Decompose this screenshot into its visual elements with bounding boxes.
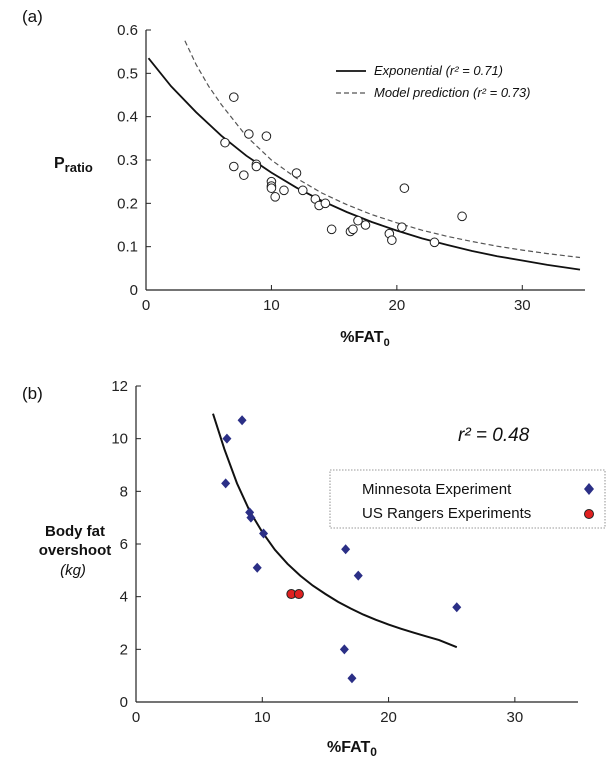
a-y-tick-label: 0.1 xyxy=(117,239,138,256)
data-point xyxy=(320,198,331,209)
a-x-tick-label: 0 xyxy=(142,297,150,314)
svg-text:Model prediction (r² = 0.73): Model prediction (r² = 0.73) xyxy=(374,85,530,100)
data-point xyxy=(229,161,239,172)
minnesota-data-point xyxy=(222,433,232,444)
panel-a-y-axis-label: Pratio xyxy=(54,155,93,175)
a-x-tick-label: 10 xyxy=(263,297,280,314)
minnesota-data-point xyxy=(237,415,247,426)
panel-b-label: (b) xyxy=(22,384,43,403)
data-point xyxy=(297,185,308,196)
panel-a-x-axis-label-sub: 0 xyxy=(384,337,390,349)
minnesota-data-point xyxy=(452,602,462,613)
legend-rangers-marker xyxy=(584,509,594,519)
panel-a-y-axis-label-sub: ratio xyxy=(65,160,93,175)
data-point xyxy=(251,161,262,172)
minnesota-data-point xyxy=(221,478,231,489)
data-point xyxy=(239,170,249,180)
panel-b-x-axis-label: %FAT0 xyxy=(327,739,377,759)
minnesota-data-point xyxy=(259,528,269,539)
data-point xyxy=(399,183,410,193)
data-point xyxy=(220,137,230,148)
b-y-tick-label: 12 xyxy=(111,378,128,395)
b-y-tick-label: 8 xyxy=(120,483,128,500)
panel-b-x-axis-label-main: %FAT xyxy=(327,739,370,756)
data-point xyxy=(270,192,280,202)
data-point xyxy=(397,222,407,232)
data-point xyxy=(387,235,397,245)
panel-b-r2-annotation: r² = 0.48 xyxy=(458,425,530,446)
data-point xyxy=(266,183,277,193)
model-prediction-curve xyxy=(184,40,581,259)
a-y-tick-label: 0.2 xyxy=(117,195,138,212)
minnesota-data-point xyxy=(252,562,262,573)
panel-b: (b) 0 2 4 6 8 10 12 0 10 20 30 Body fat overshoot… xyxy=(22,378,606,759)
data-point xyxy=(429,237,440,248)
legend-minnesota-marker xyxy=(584,483,594,495)
minnesota-data-point xyxy=(347,673,357,684)
b-y-tick-label: 0 xyxy=(120,694,128,711)
a-y-tick-label: 0.6 xyxy=(117,22,138,39)
panel-b-legend: Minnesota Experiment US Rangers Experime… xyxy=(329,469,606,529)
panel-a-legend: Exponential (r² = 0.71) Model prediction… xyxy=(336,63,530,100)
legend-exponential-label: Exponential xyxy=(374,63,443,78)
a-x-tick-label: 20 xyxy=(389,297,406,314)
b-y-tick-label: 4 xyxy=(120,589,128,606)
b-y-tick-label: 10 xyxy=(111,431,128,448)
data-point xyxy=(360,220,371,230)
b-y-tick-label: 2 xyxy=(120,641,128,658)
a-y-tick-label: 0.5 xyxy=(117,65,138,82)
panel-b-points xyxy=(221,415,462,684)
a-x-tick-label: 30 xyxy=(514,297,531,314)
panel-b-x-ticks: 0 10 20 30 xyxy=(132,697,523,726)
data-point xyxy=(291,168,302,178)
data-point xyxy=(229,92,239,102)
legend-model-r2: (r² = 0.73) xyxy=(473,85,530,100)
data-point xyxy=(457,211,467,222)
b-x-tick-label: 30 xyxy=(507,709,524,726)
b-x-tick-label: 20 xyxy=(380,709,397,726)
panel-a-axes xyxy=(145,30,585,291)
b-y-tick-label: 6 xyxy=(120,536,128,553)
panel-a-curves xyxy=(147,40,581,271)
panel-b-x-axis-label-sub: 0 xyxy=(370,745,377,759)
panel-a-label: (a) xyxy=(22,7,43,26)
a-y-tick-label: 0 xyxy=(130,282,138,299)
data-point xyxy=(244,129,254,139)
legend-exponential-r2: (r² = 0.71) xyxy=(446,63,503,78)
data-point xyxy=(353,215,363,226)
panel-a-y-axis-label-main: P xyxy=(54,155,65,172)
panel-a-x-axis-label-main: %FAT xyxy=(340,329,383,346)
panel-a-x-ticks: 0 10 20 30 xyxy=(142,285,531,314)
svg-text:Exponential (r² = 0.71): Exponential (r² = 0.71) xyxy=(374,63,503,78)
minnesota-data-point xyxy=(341,544,351,555)
minnesota-data-point xyxy=(246,512,256,523)
a-y-tick-label: 0.3 xyxy=(117,152,138,169)
legend-model-label: Model prediction xyxy=(374,85,469,100)
a-y-tick-label: 0.4 xyxy=(117,109,138,126)
panel-b-y-ticks: 0 2 4 6 8 10 12 xyxy=(111,378,141,711)
panel-b-y-axis-label-line2: overshoot xyxy=(39,542,112,559)
fit-curve xyxy=(212,413,458,649)
panel-a-points xyxy=(220,92,467,248)
data-point xyxy=(261,131,272,141)
legend-rangers-label: US Rangers Experiments xyxy=(362,505,531,522)
rangers-data-point xyxy=(293,589,304,600)
panel-b-fit-curve xyxy=(212,413,458,649)
b-x-tick-label: 0 xyxy=(132,709,140,726)
data-point xyxy=(279,185,289,196)
panel-a: (a) 0 0.1 0.2 0.3 0.4 0.5 0.6 0 10 20 30 Pratio %… xyxy=(22,7,585,349)
data-point xyxy=(326,224,337,235)
panel-b-y-axis-label-unit: (kg) xyxy=(60,562,86,579)
data-point xyxy=(348,224,358,235)
legend-minnesota-label: Minnesota Experiment xyxy=(362,481,512,498)
panel-b-legend-box xyxy=(329,469,606,529)
panel-b-y-axis-label-line1: Body fat xyxy=(45,523,105,540)
minnesota-data-point xyxy=(353,570,363,581)
minnesota-data-point xyxy=(339,644,349,655)
panel-a-x-axis-label: %FAT0 xyxy=(340,329,389,349)
panel-a-y-ticks: 0 0.1 0.2 0.3 0.4 0.5 0.6 xyxy=(117,22,151,299)
b-x-tick-label: 10 xyxy=(254,709,271,726)
